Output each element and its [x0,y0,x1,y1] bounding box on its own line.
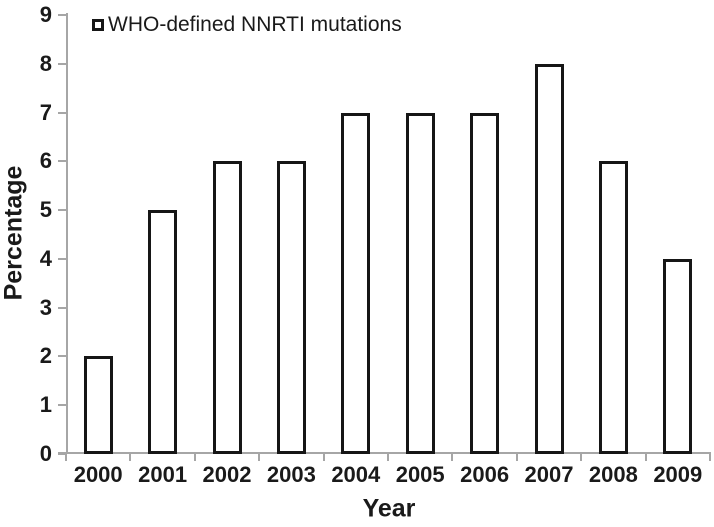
y-tick-0 [58,453,67,455]
x-tick-1 [129,454,132,461]
y-tick-7 [58,111,67,114]
x-tick-4 [322,454,325,461]
y-axis-title: Percentage [0,165,28,301]
y-tick-label-3: 3 [39,294,52,320]
x-tick-9 [644,454,647,461]
y-tick-1 [58,404,67,407]
bar-2001 [148,210,178,454]
x-tick-label-2007: 2007 [524,462,574,487]
legend-label: WHO-defined NNRTI mutations [108,13,402,36]
y-tick-label-8: 8 [39,50,52,76]
y-tick-label-1: 1 [39,392,52,418]
y-tick-label-9: 9 [39,2,52,27]
y-tick-8 [58,62,67,65]
x-tick-label-2006: 2006 [460,462,510,487]
y-tick-2 [58,355,67,358]
bar-2007 [534,63,564,454]
x-tick-label-2008: 2008 [588,462,638,487]
bar-2008 [598,161,628,454]
bar-2005 [405,112,435,454]
y-tick-3 [58,306,67,309]
x-tick-10 [709,454,711,461]
y-tick-4 [58,257,67,260]
y-tick-9 [58,14,67,16]
y-tick-label-5: 5 [39,197,52,223]
x-tick-6 [451,454,454,461]
bar-2009 [663,258,693,454]
x-tick-3 [258,454,261,461]
x-tick-7 [515,454,518,461]
bar-2000 [83,356,113,454]
y-tick-label-7: 7 [39,99,52,125]
x-tick-5 [387,454,389,461]
x-tick-label-2005: 2005 [395,462,445,487]
y-tick-label-6: 6 [39,148,52,174]
y-tick-label-0: 0 [39,441,52,466]
y-tick-label-4: 4 [39,245,52,271]
x-tick-label-2009: 2009 [653,462,703,487]
y-tick-5 [58,209,67,212]
y-tick-6 [58,160,67,163]
bar-2002 [212,161,242,454]
x-tick-label-2002: 2002 [202,462,252,487]
y-axis-line [66,13,68,454]
bar-2006 [470,112,500,454]
x-tick-label-2000: 2000 [73,462,123,487]
x-tick-0 [65,454,67,461]
y-tick-label-2: 2 [39,343,52,369]
legend: WHO-defined NNRTI mutations [92,13,402,37]
x-axis-line [58,452,711,454]
x-tick-8 [580,454,583,461]
legend-square-icon [92,19,104,31]
bar-2004 [341,112,371,454]
x-axis-title: Year [362,494,416,523]
x-tick-2 [193,454,196,461]
x-tick-label-2004: 2004 [331,462,381,487]
x-tick-label-2001: 2001 [138,462,188,487]
bar-2003 [276,161,306,454]
x-tick-label-2003: 2003 [266,462,316,487]
